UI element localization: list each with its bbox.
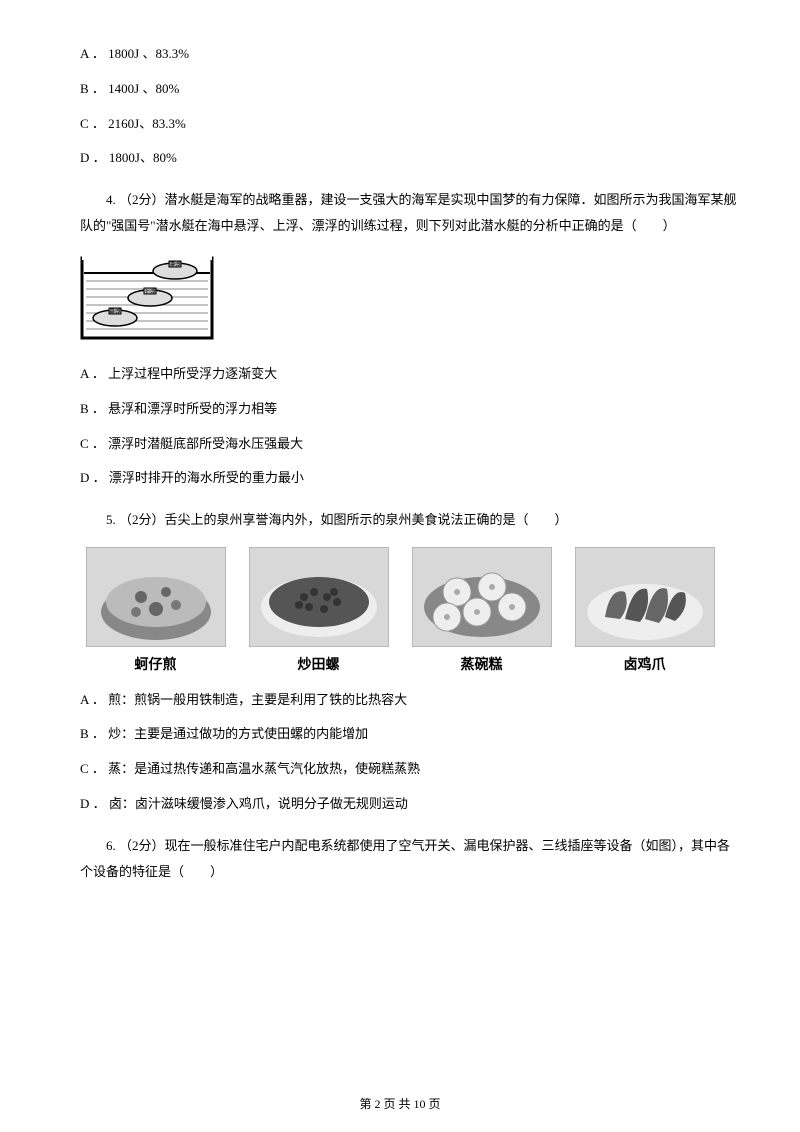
q4-option-b[interactable]: B ． 悬浮和漂浮时所受的浮力相等 <box>80 399 740 420</box>
food-item: 蒸碗糕 <box>406 547 557 675</box>
food-label: 炒田螺 <box>298 653 340 675</box>
q3-option-d[interactable]: D ． 1800J、80% <box>80 148 740 169</box>
q5-option-a[interactable]: A ． 煎：煎锅一般用铁制造，主要是利用了铁的比热容大 <box>80 690 740 711</box>
food-image-chaotianluo <box>249 547 389 647</box>
q5-option-d[interactable]: D ． 卤：卤汁滋味缓慢渗入鸡爪，说明分子做无规则运动 <box>80 794 740 815</box>
q3-option-c[interactable]: C ． 2160J、83.3% <box>80 114 740 135</box>
q3-option-a[interactable]: A ． 1800J 、83.3% <box>80 44 740 65</box>
food-item: 蚵仔煎 <box>80 547 231 675</box>
q4-diagram: 漂浮 上浮 悬浮 <box>80 253 740 350</box>
q6-stem: 6. （2分）现在一般标准住宅户内配电系统都使用了空气开关、漏电保护器、三线插座… <box>80 833 740 885</box>
sub-rise-icon: 上浮 <box>128 288 172 306</box>
page-footer: 第 2 页 共 10 页 <box>0 1095 800 1114</box>
svg-text:漂浮: 漂浮 <box>169 261 181 269</box>
q5-option-c[interactable]: C ． 蒸：是通过热传递和高温水蒸气汽化放热，使碗糕蒸熟 <box>80 759 740 780</box>
food-image-haozaijian <box>86 547 226 647</box>
q3-option-b[interactable]: B ． 1400J 、80% <box>80 79 740 100</box>
q4-stem: 4. （2分）潜水艇是海军的战略重器，建设一支强大的海军是实现中国梦的有力保障．… <box>80 187 740 239</box>
food-image-zhengwangao <box>412 547 552 647</box>
food-label: 卤鸡爪 <box>624 653 666 675</box>
food-item: 炒田螺 <box>243 547 394 675</box>
food-image-lujizhao <box>575 547 715 647</box>
q4-option-a[interactable]: A ． 上浮过程中所受浮力逐渐变大 <box>80 364 740 385</box>
q5-food-row: 蚵仔煎 炒田螺 蒸碗糕 <box>80 547 720 675</box>
food-item: 卤鸡爪 <box>569 547 720 675</box>
sub-float-icon: 漂浮 <box>153 261 197 279</box>
sub-suspend-icon: 悬浮 <box>93 308 137 326</box>
q5-option-b[interactable]: B ． 炒：主要是通过做功的方式使田螺的内能增加 <box>80 724 740 745</box>
svg-text:上浮: 上浮 <box>144 288 156 296</box>
q4-option-c[interactable]: C ． 漂浮时潜艇底部所受海水压强最大 <box>80 434 740 455</box>
q4-option-d[interactable]: D ． 漂浮时排开的海水所受的重力最小 <box>80 468 740 489</box>
svg-text:悬浮: 悬浮 <box>109 308 121 316</box>
q5-stem: 5. （2分）舌尖上的泉州享誉海内外，如图所示的泉州美食说法正确的是（ ） <box>80 507 740 533</box>
food-label: 蚵仔煎 <box>135 653 177 675</box>
food-label: 蒸碗糕 <box>461 653 503 675</box>
